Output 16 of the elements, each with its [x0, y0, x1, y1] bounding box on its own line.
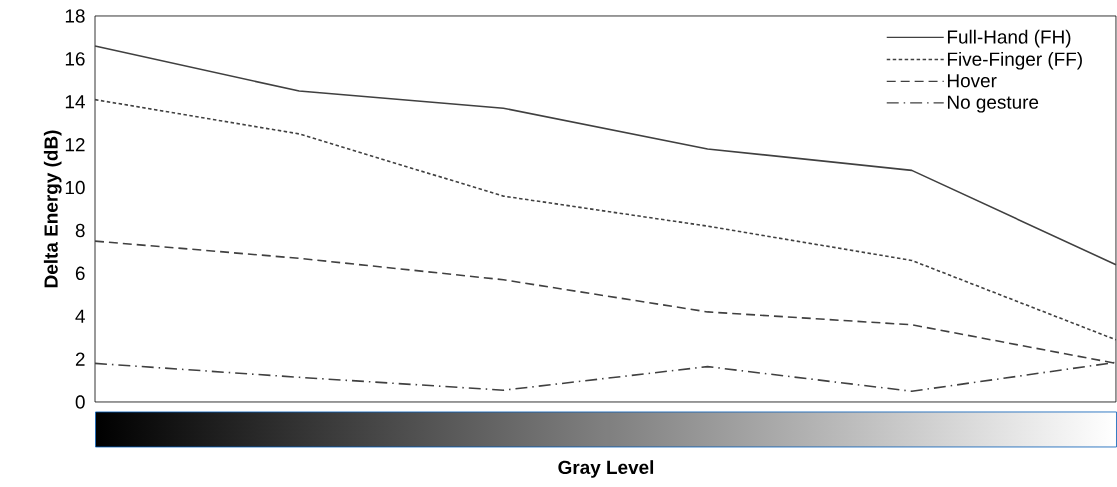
- y-tick-label: 0: [75, 395, 85, 409]
- y-tick-label: 16: [65, 52, 85, 66]
- legend-label: Five-Finger (FF): [947, 51, 1082, 70]
- y-tick-label: 10: [65, 180, 85, 195]
- y-tick-label: 8: [75, 223, 85, 238]
- legend-label: No gesture: [947, 95, 1039, 113]
- y-tick-label: 18: [65, 9, 85, 23]
- legend-label: Hover: [947, 74, 997, 88]
- y-tick-label: 12: [65, 138, 85, 152]
- y-tick-label: 2: [75, 352, 85, 366]
- legend-label: Full-Hand (FH): [947, 29, 1071, 48]
- x-axis-title: Gray Level: [558, 460, 654, 478]
- y-axis-title: Delta Energy (dB): [43, 130, 62, 288]
- y-tick-label: 4: [75, 309, 85, 323]
- y-tick-label: 6: [75, 266, 85, 281]
- y-tick-label: 14: [65, 95, 85, 109]
